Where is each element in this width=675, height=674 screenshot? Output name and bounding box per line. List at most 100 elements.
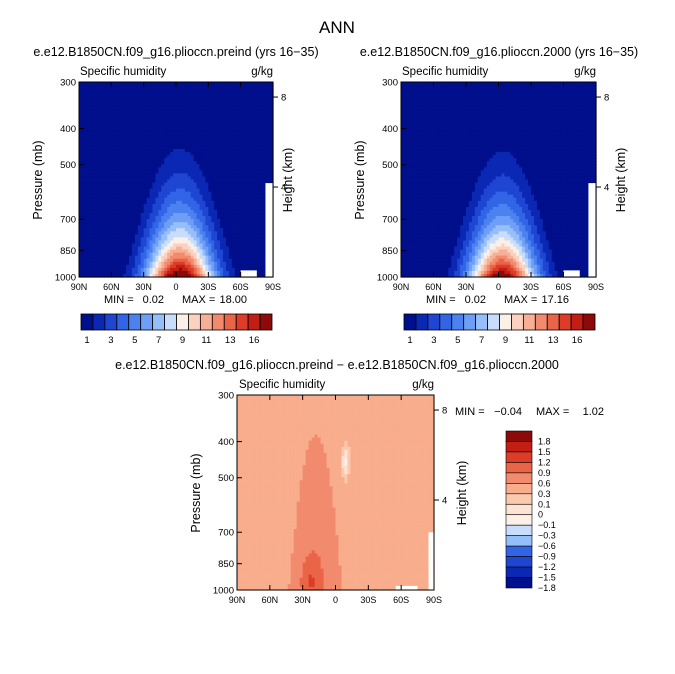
contour-cell [117,249,121,254]
contour-cell [261,234,265,238]
contour-cell [128,261,133,266]
contour-cell [237,152,242,156]
contour-cell [134,121,139,126]
contour-cell [146,158,151,162]
contour-cell [255,270,259,275]
contour-cell [252,200,256,205]
contour-cell [137,100,142,104]
contour-cell [134,97,139,101]
contour-cell [102,94,107,98]
contour-cell [237,97,242,101]
contour-cell [164,194,168,199]
contour-cell [255,164,259,168]
contour-cell [433,100,438,104]
contour-cell [81,100,86,104]
contour-cell [560,85,565,89]
contour-cell [167,130,171,135]
contour-cell [140,213,145,217]
contour-cell [161,115,165,120]
contour-cell [471,88,476,92]
contour-cell [190,243,195,248]
contour-cell [102,133,107,138]
contour-cell [120,246,124,251]
contour-cell [246,249,251,254]
contour-cell [548,106,553,111]
contour-cell [111,106,115,111]
contour-cell [563,103,568,107]
contour-cell [202,252,206,257]
contour-cell [176,200,180,205]
contour-cell [252,142,256,147]
contour-cell [252,155,256,159]
contour-cell [223,161,227,165]
contour-cell [208,231,212,235]
contour-cell [427,109,432,114]
contour-cell [111,261,115,266]
contour-cell [246,170,251,175]
contour-cell [99,225,104,229]
contour-cell [93,115,98,120]
contour-cell [105,91,109,95]
contour-cell [243,167,248,171]
contour-cell [149,97,154,101]
contour-cell [243,191,248,196]
contour-cell [243,249,248,254]
contour-cell [155,176,159,181]
contour-cell [590,97,594,101]
contour-cell [208,261,212,266]
contour-cell [155,155,159,159]
contour-cell [220,273,224,278]
contour-cell [102,213,107,217]
contour-cell [184,118,189,123]
contour-cell [477,112,482,117]
contour-cell [240,252,245,257]
contour-cell [231,231,236,235]
contour-cell [246,240,251,245]
contour-cell [96,82,101,86]
contour-cell [111,176,115,181]
contour-cell [205,82,209,86]
contour-cell [81,197,86,202]
contour-cell [249,142,254,147]
contour-cell [111,103,115,107]
contour-cell [246,246,251,251]
contour-cell [120,240,124,245]
contour-cell [131,273,136,278]
contour-cell [214,118,218,123]
contour-cell [176,88,180,92]
contour-cell [167,273,171,278]
contour-cell [131,112,136,117]
contour-cell [173,273,177,278]
contour-cell [167,158,171,162]
contour-cell [102,127,107,132]
contour-cell [406,91,411,95]
contour-cell [445,97,449,101]
contour-cell [258,161,262,165]
contour-cell [445,88,449,92]
contour-cell [258,197,262,202]
contour-cell [96,264,101,269]
contour-cell [184,264,189,269]
contour-cell [522,97,526,101]
contour-cell [105,273,109,278]
contour-cell [184,112,189,117]
contour-cell [234,188,239,193]
contour-cell [255,194,259,199]
contour-cell [409,109,414,114]
contour-cell [158,273,162,278]
contour-cell [223,112,227,117]
contour-cell [421,112,426,117]
contour-cell [178,179,183,184]
contour-cell [187,145,192,150]
contour-cell [184,252,189,257]
contour-cell [161,216,165,220]
contour-cell [270,142,274,147]
contour-cell [117,121,121,126]
contour-cell [131,82,136,86]
contour-cell [178,225,183,229]
contour-cell [557,85,562,89]
contour-cell [114,91,118,95]
contour-cell [492,88,497,92]
contour-cell [137,136,142,141]
contour-cell [220,203,224,208]
